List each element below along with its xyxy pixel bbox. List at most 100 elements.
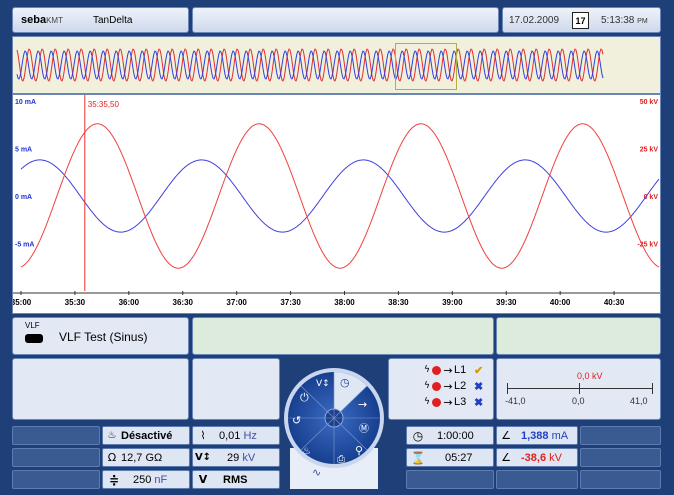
circular-menu[interactable]: ◷ V↕ → Ⓜ ⚲ ⎙ ♨ ↺ ⏻ ∿ [282, 356, 386, 489]
lightning-icon: ϟ [424, 381, 430, 391]
datetime-bar: 17.02.2009 17 5:13:38 PM [502, 7, 661, 33]
phase-label: L3 [454, 396, 467, 408]
burn-menu-icon[interactable]: ♨ [302, 446, 311, 457]
x-tick-label: 35:00 [13, 298, 32, 307]
time-label: 5:13:38 PM [601, 15, 648, 26]
x-tick-label: 40:00 [550, 298, 571, 307]
series-current-line [20, 159, 660, 233]
main-chart[interactable]: 35:00 35:30 36:00 36:30 37:00 37:30 38:00 38:30… [12, 94, 661, 314]
y-left-tick-label: 10 mA [15, 99, 36, 106]
y-right-tick-label: 50 kV [640, 99, 659, 106]
date-label: 17.02.2009 [509, 15, 560, 26]
bottom-right-2 [580, 448, 661, 467]
gauge-value: 0,0 kV [577, 371, 603, 381]
frequency-value: 0,01 Hz [219, 429, 257, 442]
ohm-icon: Ω [107, 451, 117, 464]
phase-status-icon: ✖ [474, 380, 484, 393]
frequency-setting[interactable]: ⌇ 0,01 Hz [192, 426, 280, 445]
elapsed-value: 05:27 [445, 451, 473, 464]
vlf-icon [25, 334, 43, 343]
capacitance-value: 250 nF [133, 473, 168, 486]
current-reading[interactable]: ∠ 1,388 mA [496, 426, 578, 445]
bottom-mid-3 [406, 470, 494, 489]
burn-icon: ♨ [107, 430, 117, 441]
m-menu-icon[interactable]: Ⓜ [359, 423, 369, 435]
current-value: 1,388 mA [521, 429, 569, 442]
test-info-panel[interactable]: VLF VLF Test (Sinus) [12, 317, 189, 355]
voltage-reading[interactable]: ∠ -38,6 kV [496, 448, 578, 467]
phase-row[interactable]: ϟ → L3 ✖ [423, 395, 493, 409]
y-right-tick-label: 25 kV [640, 147, 659, 154]
arrow-icon: → [443, 379, 453, 393]
bottom-right-1 [580, 426, 661, 445]
y-left-tick-label: -5 mA [15, 242, 34, 249]
x-tick-label: 35:30 [65, 298, 86, 307]
gauge-mid-label: 0,0 [572, 396, 585, 406]
phase-status-icon: ✔ [474, 364, 484, 377]
arrow-icon: → [443, 363, 453, 377]
bottom-right-3 [580, 470, 661, 489]
mode-label: TanDelta [93, 15, 133, 26]
burn-setting[interactable]: ♨ Désactivé [102, 426, 190, 445]
overview-wave [16, 48, 604, 82]
x-tick-label: 37:30 [280, 298, 301, 307]
gauge-right-label: 41,0 [630, 396, 648, 406]
y-left-tick-label: 5 mA [15, 147, 32, 154]
overview-viewport[interactable] [395, 43, 457, 90]
search-menu-icon[interactable]: ⚲ [355, 444, 363, 457]
message-panel [192, 317, 494, 355]
x-tick-label: 39:30 [496, 298, 517, 307]
bottom-left-3 [12, 470, 100, 489]
duration-value: 1:00:00 [437, 429, 474, 442]
phase-label: L2 [454, 380, 467, 392]
phase-row[interactable]: ϟ → L1 ✔ [423, 363, 493, 377]
burn-label: Désactivé [121, 429, 173, 442]
circular-menu-graphic: ◷ V↕ → Ⓜ ⚲ ⎙ ♨ ↺ ⏻ ∿ [284, 368, 384, 489]
voltage-value: 29 kV [227, 451, 256, 464]
mode-setting[interactable]: V RMS [192, 470, 280, 489]
gauge-tick-mid [579, 383, 580, 394]
bottom-mid-4 [496, 470, 578, 489]
mid-info-panel [192, 358, 280, 420]
x-tick-label: 40:30 [604, 298, 625, 307]
overview-strip[interactable] [12, 36, 661, 94]
y-right-tick-label: -25 kV [637, 242, 658, 249]
phase-row[interactable]: ϟ → L2 ✖ [423, 379, 493, 393]
x-tick-label: 36:00 [119, 298, 140, 307]
cursor-label: 35:35,50 [88, 100, 120, 109]
gauge-tick-left [507, 383, 508, 394]
red-dot-icon [432, 365, 441, 375]
sine-menu-icon[interactable]: ∿ [312, 466, 321, 479]
resistance-setting[interactable]: Ω 12,7 GΩ [102, 448, 190, 467]
calendar-icon[interactable]: 17 [572, 12, 589, 29]
voltage-menu-icon[interactable]: V↕ [316, 379, 330, 389]
sine-icon: ⌇ [200, 429, 206, 442]
mode-value: RMS [223, 473, 248, 486]
angle-icon: ∠ [501, 451, 511, 464]
duration-setting[interactable]: ◷ 1:00:00 [406, 426, 494, 445]
x-tick-label: 38:30 [388, 298, 409, 307]
gauge-tick-right [652, 383, 653, 394]
voltage-meas-value: -38,6 kV [521, 451, 562, 464]
arrow-menu-icon[interactable]: → [358, 398, 367, 411]
phase-panel: ϟ → L1 ✔ ϟ → L2 ✖ ϟ → L3 ✖ [388, 358, 494, 420]
power-menu-icon[interactable]: ⏻ [300, 391, 309, 404]
overview-waveform [16, 48, 604, 82]
voltage-setting[interactable]: V↕ 29 kV [192, 448, 280, 467]
x-tick-label: 37:00 [226, 298, 247, 307]
elapsed-setting[interactable]: ⌛ 05:27 [406, 448, 494, 467]
y-right-tick-label: 0 kV [644, 194, 659, 201]
angle-icon: ∠ [501, 429, 511, 442]
lightning-icon: ϟ [424, 397, 430, 407]
reset-menu-icon[interactable]: ↺ [292, 414, 301, 427]
x-tick-label: 39:00 [442, 298, 463, 307]
timer-icon: ⌛ [410, 450, 426, 465]
gauge-left-label: -41,0 [505, 396, 526, 406]
clock-menu-icon[interactable]: ◷ [340, 376, 350, 389]
test-name: VLF Test (Sinus) [59, 330, 148, 344]
capacitance-setting[interactable]: ≑ 250 nF [102, 470, 190, 489]
v-icon: V [198, 473, 208, 486]
print-menu-icon[interactable]: ⎙ [337, 454, 345, 465]
menu-highlight [334, 372, 367, 418]
gauge-scale [507, 388, 653, 389]
